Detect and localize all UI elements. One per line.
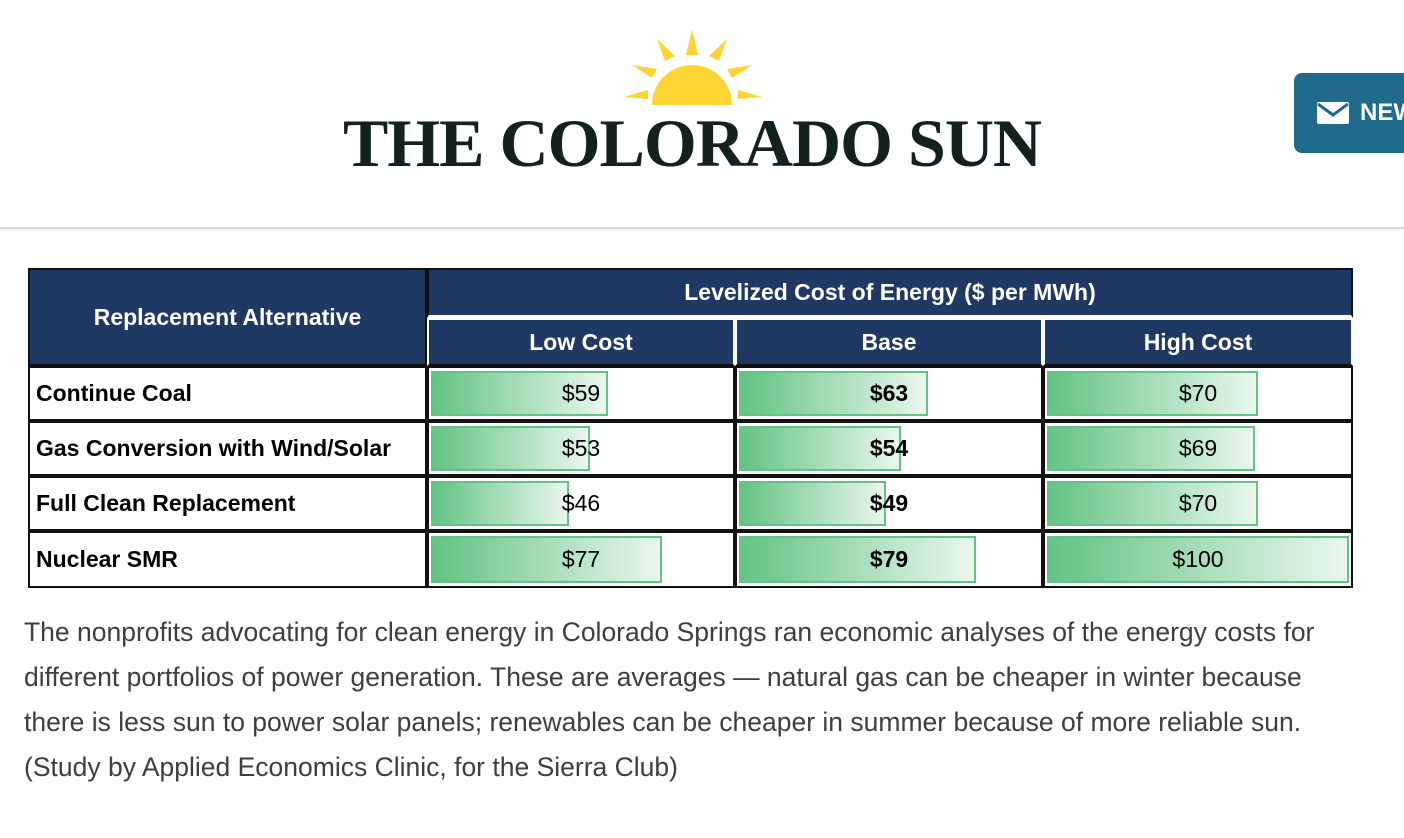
cell-value: $69 xyxy=(1178,435,1218,461)
data-bar xyxy=(431,536,662,583)
cell-value: $46 xyxy=(561,490,601,516)
value-cell: $46 xyxy=(427,476,735,531)
data-bar xyxy=(739,426,901,471)
data-bar xyxy=(739,371,928,416)
column-header: High Cost xyxy=(1043,318,1353,366)
mail-icon xyxy=(1317,102,1349,124)
value-cell: $100 xyxy=(1043,531,1353,588)
data-bar xyxy=(739,536,976,583)
data-bar xyxy=(1047,481,1259,526)
value-cell: $54 xyxy=(735,421,1043,476)
cell-value: $79 xyxy=(869,546,909,572)
cell-value: $70 xyxy=(1178,380,1218,406)
group-header: Levelized Cost of Energy ($ per MWh) xyxy=(427,268,1353,318)
value-cell: $53 xyxy=(427,421,735,476)
site-header: THE COLORADO SUN NEWSLETTERS xyxy=(0,0,1404,229)
cell-value: $100 xyxy=(1172,546,1224,572)
data-bar xyxy=(739,481,886,526)
data-bar xyxy=(1047,426,1256,471)
cell-value: $59 xyxy=(561,380,601,406)
value-cell: $63 xyxy=(735,366,1043,421)
data-bar xyxy=(431,371,608,416)
value-cell: $69 xyxy=(1043,421,1353,476)
cell-value: $54 xyxy=(869,435,909,461)
column-header: Low Cost xyxy=(427,318,735,366)
row-label: Gas Conversion with Wind/Solar xyxy=(28,421,427,476)
data-bar xyxy=(1047,371,1259,416)
data-bar xyxy=(431,481,569,526)
value-cell: $79 xyxy=(735,531,1043,588)
cell-value: $53 xyxy=(561,435,601,461)
newsletter-button[interactable]: NEWSLETTERS xyxy=(1294,73,1404,153)
row-label: Nuclear SMR xyxy=(28,531,427,588)
cell-value: $63 xyxy=(869,380,909,406)
logo[interactable]: THE COLORADO SUN xyxy=(342,105,1042,181)
cell-value: $70 xyxy=(1178,490,1218,516)
row-header: Replacement Alternative xyxy=(28,268,427,366)
caption: The nonprofits advocating for clean ener… xyxy=(24,617,1315,782)
value-cell: $77 xyxy=(427,531,735,588)
button-label[interactable]: NEWSLETTERS xyxy=(1360,99,1404,126)
cell-value: $77 xyxy=(561,546,601,572)
row-label: Continue Coal xyxy=(28,366,427,421)
value-cell: $70 xyxy=(1043,476,1353,531)
value-cell: $70 xyxy=(1043,366,1353,421)
data-bar xyxy=(1047,536,1349,583)
sun-icon xyxy=(624,30,762,105)
data-bar xyxy=(431,426,590,471)
cost-table: Replacement Alternative Levelized Cost of… xyxy=(28,268,1353,588)
row-label: Full Clean Replacement xyxy=(28,476,427,531)
value-cell: $49 xyxy=(735,476,1043,531)
button-clip: NEWSLETTERS xyxy=(1294,73,1404,153)
cell-value: $49 xyxy=(869,490,909,516)
value-cell: $59 xyxy=(427,366,735,421)
column-header: Base xyxy=(735,318,1043,366)
